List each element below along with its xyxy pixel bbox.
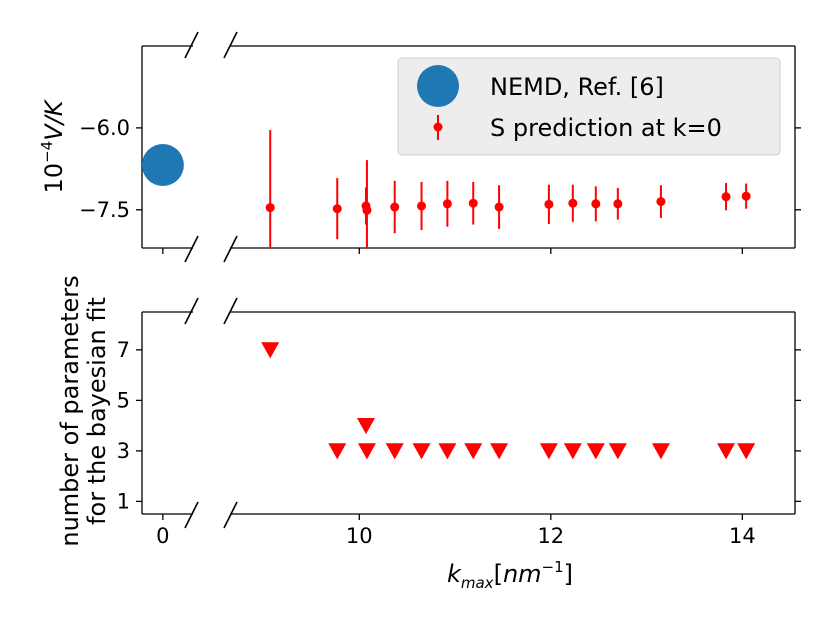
parameter-count-marker (539, 443, 558, 460)
bottom-break-mark-top-2 (223, 297, 238, 325)
bottom-y-ticks: 1 3 5 7 (117, 338, 801, 513)
bottom-y-tick-label: 7 (117, 338, 130, 362)
parameter-count-marker (717, 443, 736, 460)
bottom-y-tick-label: 3 (117, 439, 130, 463)
top-y-ticks: −6.0 −7.5 (79, 116, 801, 222)
top-break-mark-top-2 (223, 31, 238, 59)
legend-marker-prediction (433, 122, 443, 132)
prediction-point (265, 203, 275, 213)
top-y-axis-label: 10−4V/K (38, 98, 68, 193)
prediction-point (494, 202, 504, 212)
parameter-count-marker (563, 443, 582, 460)
parameter-count-marker (737, 443, 756, 460)
top-y-tick-label: −7.5 (79, 198, 130, 222)
prediction-point (721, 192, 731, 202)
bottom-y-axis-label-line1: number of parameters (56, 275, 84, 546)
prediction-point (442, 199, 452, 209)
bottom-y-tick-label: 5 (117, 388, 130, 412)
legend: NEMD, Ref. [6] S prediction at k=0 (397, 57, 781, 156)
parameter-count-marker (651, 443, 670, 460)
legend-label-nemd: NEMD, Ref. [6] (490, 73, 664, 101)
bottom-break-mark-bottom-2 (223, 501, 238, 529)
nemd-point (141, 144, 184, 187)
parameter-count-marker (357, 443, 376, 460)
parameter-count-marker (464, 443, 483, 460)
prediction-point (417, 201, 427, 211)
prediction-point (656, 197, 666, 207)
prediction-point (332, 204, 342, 214)
top-panel: −6.0 −7.5 10−4V/K NEMD, Ref. [6] S predic… (38, 31, 801, 263)
bottom-break-mark-bottom-1 (184, 501, 199, 529)
parameter-count-marker (490, 443, 509, 460)
prediction-point (362, 205, 372, 215)
prediction-point (568, 198, 578, 208)
x-axis-label: kmax[nm−1] (447, 558, 573, 592)
x-tick-label: 12 (537, 524, 564, 548)
bottom-x-ticks: 0 10 12 14 (156, 514, 756, 548)
legend-frame (397, 57, 781, 156)
parameter-count-marker (261, 342, 280, 359)
prediction-point (613, 199, 623, 209)
legend-label-prediction: S prediction at k=0 (490, 114, 722, 142)
top-break-mark-bottom-1 (184, 235, 199, 263)
prediction-point (544, 199, 554, 209)
legend-marker-nemd (417, 65, 459, 107)
bottom-y-tick-label: 1 (117, 489, 130, 513)
bottom-y-axis-label-line2: for the bayesian fit (83, 297, 111, 525)
parameter-count-marker (586, 443, 605, 460)
top-break-mark-bottom-2 (223, 235, 238, 263)
parameter-count-marker (438, 443, 457, 460)
x-tick-label: 14 (729, 524, 756, 548)
prediction-point (741, 191, 751, 201)
parameter-count-marker (385, 443, 404, 460)
parameter-count-marker (412, 443, 431, 460)
x-tick-label: 10 (346, 524, 373, 548)
bottom-data-layer (261, 342, 756, 460)
prediction-point (390, 202, 400, 212)
x-tick-label: 0 (156, 524, 169, 548)
parameter-count-marker (356, 417, 375, 435)
bottom-break-mark-top-1 (184, 297, 199, 325)
top-y-tick-label: −6.0 (79, 116, 130, 140)
top-x-ticks (162, 248, 743, 254)
parameter-count-marker (608, 443, 627, 460)
parameter-count-marker (328, 443, 347, 460)
top-break-mark-top-1 (184, 31, 199, 59)
bottom-panel: 1 3 5 7 0 10 12 14 number of parameters for th… (56, 275, 801, 548)
prediction-point (591, 199, 601, 209)
top-data-layer (141, 130, 751, 248)
prediction-point (468, 198, 478, 208)
